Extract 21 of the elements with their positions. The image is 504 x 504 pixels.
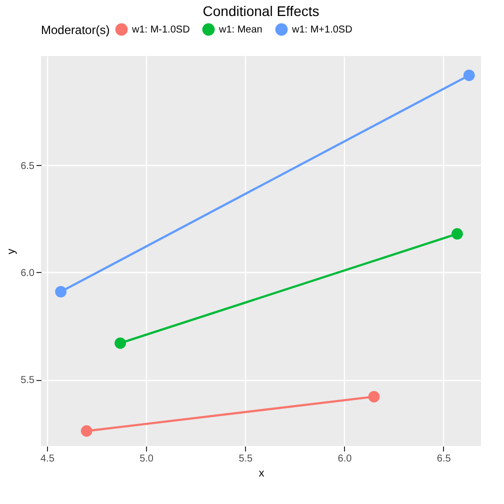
y-tick-label: 6.0: [20, 268, 35, 279]
point: [80, 425, 92, 437]
legend-label: w1: Mean: [218, 24, 262, 36]
point: [114, 337, 126, 349]
y-tick-label: 6.5: [20, 160, 35, 172]
x-tick-label: 5.0: [140, 454, 154, 464]
chart-title: Conditional Effects: [202, 3, 320, 19]
x-tick-label: 4.5: [40, 454, 55, 464]
point: [55, 286, 67, 298]
y-axis-title: y: [6, 248, 18, 254]
legend-label: w1: M+1.0SD: [291, 24, 352, 36]
point: [368, 391, 380, 402]
legend-title: Moderator(s): [41, 23, 110, 37]
x-tick-label: 5.5: [238, 454, 254, 464]
x-axis-title: x: [258, 468, 265, 480]
point: [463, 70, 475, 81]
point: [452, 228, 463, 240]
x-tick-label: 6.0: [338, 454, 352, 464]
x-tick-label: 6.5: [436, 454, 452, 464]
y-tick-label: 5.5: [20, 375, 35, 386]
legend-label: w1: M-1.0SD: [131, 24, 190, 36]
